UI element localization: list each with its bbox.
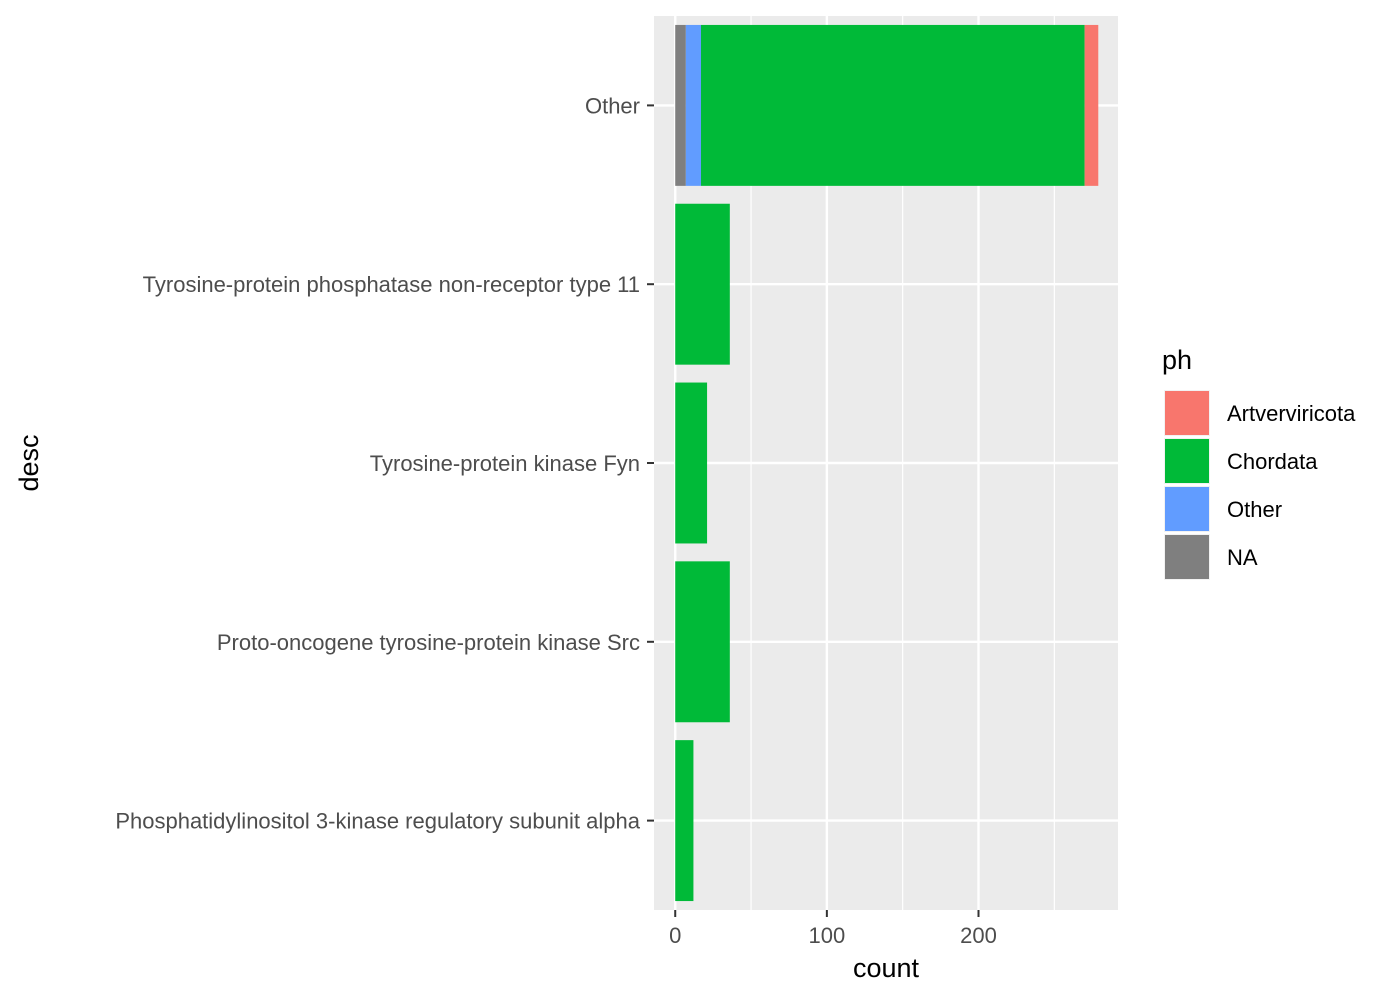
x-tick-label: 0	[669, 923, 681, 948]
y-tick-label: Proto-oncogene tyrosine-protein kinase S…	[217, 630, 640, 655]
legend-key-chordata	[1165, 439, 1209, 483]
bar-na	[675, 24, 686, 186]
legend-label: NA	[1227, 545, 1258, 570]
legend-key-artverviricota	[1165, 391, 1209, 435]
y-axis-title: desc	[14, 434, 44, 491]
y-tick-label: Other	[585, 93, 640, 118]
y-tick-label: Phosphatidylinositol 3-kinase regulatory…	[115, 809, 640, 834]
bar-chordata	[675, 561, 730, 723]
legend-label: Chordata	[1227, 449, 1318, 474]
legend-label: Other	[1227, 497, 1282, 522]
bar-other	[685, 24, 702, 186]
x-axis: 0 100 200	[669, 910, 997, 948]
bar-chordata	[701, 24, 1085, 186]
x-axis-title: count	[853, 953, 920, 983]
legend-label: Artverviricota	[1227, 401, 1356, 426]
bar-chordata	[675, 203, 730, 365]
legend-key-na	[1165, 535, 1209, 579]
bar-artverviricota	[1084, 24, 1099, 186]
legend: Artverviricota Chordata Other NA	[1164, 390, 1356, 580]
y-tick-label: Tyrosine-protein kinase Fyn	[370, 451, 640, 476]
y-axis: Other Tyrosine-protein phosphatase non-re…	[115, 93, 654, 834]
y-tick-label: Tyrosine-protein phosphatase non-recepto…	[143, 272, 640, 297]
bar-chordata	[675, 740, 694, 902]
bars	[675, 24, 1099, 902]
x-tick-label: 100	[809, 923, 846, 948]
legend-key-other	[1165, 487, 1209, 531]
legend-title: ph	[1162, 345, 1192, 375]
x-tick-label: 200	[960, 923, 997, 948]
bar-chordata	[675, 382, 708, 544]
